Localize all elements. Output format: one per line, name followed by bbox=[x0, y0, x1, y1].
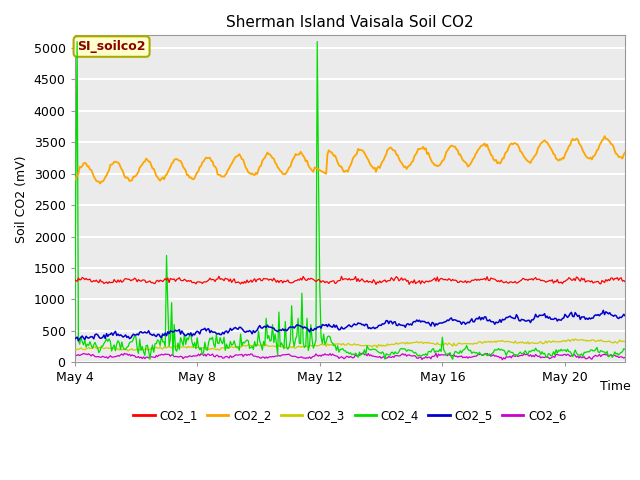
Y-axis label: Soil CO2 (mV): Soil CO2 (mV) bbox=[15, 155, 28, 242]
Title: Sherman Island Vaisala Soil CO2: Sherman Island Vaisala Soil CO2 bbox=[226, 15, 474, 30]
Legend: CO2_1, CO2_2, CO2_3, CO2_4, CO2_5, CO2_6: CO2_1, CO2_2, CO2_3, CO2_4, CO2_5, CO2_6 bbox=[129, 404, 571, 427]
X-axis label: Time: Time bbox=[600, 380, 630, 394]
Text: SI_soilco2: SI_soilco2 bbox=[77, 40, 146, 53]
